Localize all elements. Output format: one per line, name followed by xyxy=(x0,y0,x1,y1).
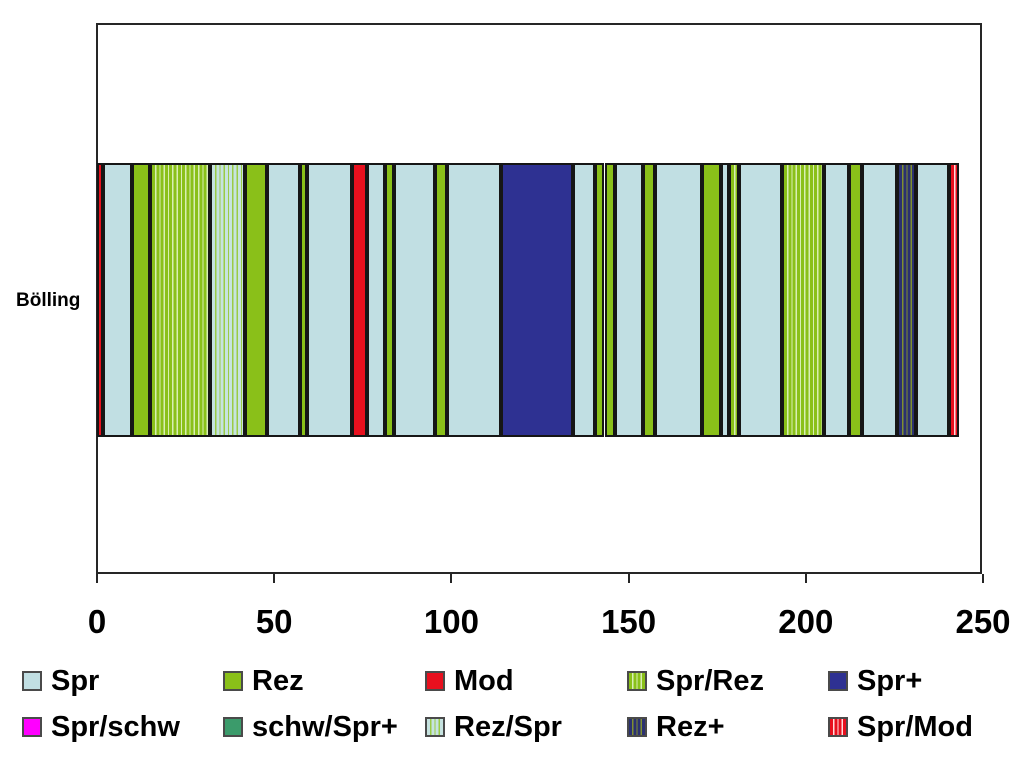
category-label: Bölling xyxy=(16,290,81,311)
bar-segment-rez xyxy=(643,163,656,437)
bar-segment-mod xyxy=(352,163,368,437)
x-axis-tick-label: 0 xyxy=(87,603,107,640)
bar-segment-spr xyxy=(738,163,782,437)
bar-segment-spr xyxy=(915,163,949,437)
x-axis-tick xyxy=(96,574,98,583)
bar-segment-spr xyxy=(266,163,301,437)
bar-segment-spr-rez xyxy=(150,163,211,437)
bar-segment-spr xyxy=(655,163,702,437)
bar-segment-rez xyxy=(132,163,151,437)
bar-segment-spr xyxy=(103,163,133,437)
bar-segment-rez xyxy=(595,163,605,437)
legend-item-spr-rez: Spr/Rez xyxy=(627,665,764,697)
legend-label: Rez/Spr xyxy=(454,711,562,743)
x-axis-tick-label: 100 xyxy=(423,603,479,640)
bar-segment-spr xyxy=(824,163,850,437)
stacked-bar xyxy=(97,163,960,437)
legend-label: Spr xyxy=(51,665,100,697)
bar-segment-spr xyxy=(307,163,353,437)
legend-swatch-icon xyxy=(627,717,647,737)
legend-label: Spr/Rez xyxy=(656,665,764,697)
legend-label: Rez+ xyxy=(656,711,725,743)
legend-item-rez-spr: Rez/Spr xyxy=(425,711,562,743)
bar-segment-rez xyxy=(245,163,267,437)
legend-label: Spr/schw xyxy=(51,711,180,743)
legend-label: Spr/Mod xyxy=(857,711,973,743)
bar-segment-rez xyxy=(434,163,448,437)
legend-swatch-icon xyxy=(425,717,445,737)
bar-segment-spr xyxy=(447,163,501,437)
legend-swatch-icon xyxy=(22,671,42,691)
bar-segment-spr xyxy=(721,163,729,437)
bar-segment-rez- xyxy=(896,163,916,437)
legend-item-spr-schw: Spr/schw xyxy=(22,711,180,743)
legend-label: schw/Spr+ xyxy=(252,711,398,743)
legend-item-mod: Mod xyxy=(425,665,514,697)
legend-item-rez-: Rez+ xyxy=(627,711,725,743)
bar-segment-rez xyxy=(300,163,308,437)
x-axis-tick-label: 200 xyxy=(778,603,834,640)
legend-swatch-icon xyxy=(223,671,243,691)
bar-segment-spr xyxy=(393,163,435,437)
x-axis-tick-label: 150 xyxy=(601,603,657,640)
legend-label: Mod xyxy=(454,665,514,697)
bar-segment-rez-spr xyxy=(210,163,246,437)
legend-swatch-icon xyxy=(22,717,42,737)
x-axis-tick-label: 50 xyxy=(255,603,293,640)
legend-swatch-icon xyxy=(223,717,243,737)
bar-segment-rez xyxy=(702,163,722,437)
x-axis-tick xyxy=(273,574,276,583)
bar-segment-spr-mod xyxy=(948,163,960,437)
legend-label: Rez xyxy=(252,665,304,697)
legend-item-rez: Rez xyxy=(223,665,304,697)
x-axis-tick xyxy=(982,574,984,583)
x-axis-tick-label: 250 xyxy=(955,603,1011,640)
bar-segment-spr- xyxy=(501,163,573,437)
x-axis-tick xyxy=(450,574,453,583)
bar-segment-spr-rez xyxy=(728,163,739,437)
x-axis-tick xyxy=(804,574,807,583)
x-axis-tick xyxy=(627,574,630,583)
legend-swatch-icon xyxy=(627,671,647,691)
bar-segment-spr xyxy=(614,163,644,437)
legend-swatch-icon xyxy=(828,717,848,737)
legend-label: Spr+ xyxy=(857,665,923,697)
bar-segment-spr xyxy=(862,163,897,437)
legend-item-spr-mod: Spr/Mod xyxy=(828,711,973,743)
legend-swatch-icon xyxy=(425,671,445,691)
bar-segment-rez xyxy=(849,163,863,437)
legend-swatch-icon xyxy=(828,671,848,691)
bar-segment-spr xyxy=(367,163,386,437)
bar-segment-rez xyxy=(604,163,615,437)
bar-segment-spr-rez xyxy=(782,163,825,437)
bar-segment-mod xyxy=(97,163,103,437)
legend-item-spr: Spr xyxy=(22,665,100,697)
bar-segment-spr xyxy=(572,163,596,437)
legend-item-spr-: Spr+ xyxy=(828,665,923,697)
legend-item-schw-spr-: schw/Spr+ xyxy=(223,711,398,743)
bar-segment-rez xyxy=(385,163,394,437)
